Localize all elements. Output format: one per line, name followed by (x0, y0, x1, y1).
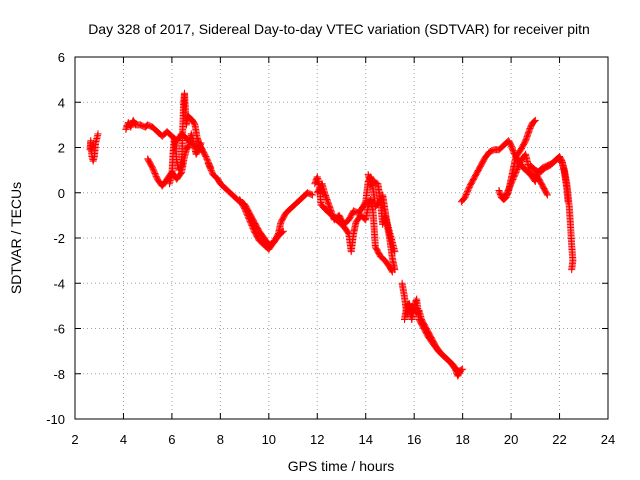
data-point (531, 116, 539, 124)
data-point (198, 146, 206, 154)
data-point (531, 117, 539, 125)
x-axis-label: GPS time / hours (288, 458, 395, 474)
x-tick-label: 20 (504, 432, 518, 447)
data-point (543, 191, 551, 199)
y-axis-label: SDTVAR / TECUs (8, 182, 24, 294)
data-point (307, 190, 315, 198)
data-point (391, 266, 399, 274)
y-tick-label: 6 (58, 50, 65, 65)
x-tick-label: 6 (168, 432, 175, 447)
data-point (94, 130, 102, 138)
y-tick-label: -4 (53, 276, 65, 291)
y-tick-label: -2 (53, 231, 65, 246)
y-tick-label: 4 (58, 95, 65, 110)
data-point (308, 191, 316, 199)
x-tick-label: 12 (310, 432, 324, 447)
data-point (568, 266, 576, 274)
x-tick-label: 18 (455, 432, 469, 447)
chart-title: Day 328 of 2017, Sidereal Day-to-day VTE… (88, 21, 590, 37)
x-tick-label: 10 (262, 432, 276, 447)
grid (75, 57, 608, 419)
x-tick-label: 16 (407, 432, 421, 447)
data-point (198, 145, 206, 153)
data-point (456, 367, 464, 375)
x-tick-label: 14 (358, 432, 372, 447)
data-point (456, 369, 464, 377)
y-tick-label: 2 (58, 141, 65, 156)
data-point (530, 118, 538, 126)
x-tick-label: 4 (120, 432, 127, 447)
data-point (279, 227, 287, 235)
x-tick-label: 2 (71, 432, 78, 447)
data-point (543, 190, 551, 198)
plot-frame (74, 56, 609, 420)
y-tick-label: -10 (46, 412, 65, 427)
data-point (564, 198, 572, 206)
y-tick-label: -8 (53, 367, 65, 382)
x-tick-label: 8 (217, 432, 224, 447)
data-points (86, 89, 577, 380)
y-tick-label: -6 (53, 322, 65, 337)
data-point (131, 120, 139, 128)
x-tick-label: 22 (552, 432, 566, 447)
y-tick-label: 0 (58, 186, 65, 201)
x-tick-label: 24 (601, 432, 615, 447)
